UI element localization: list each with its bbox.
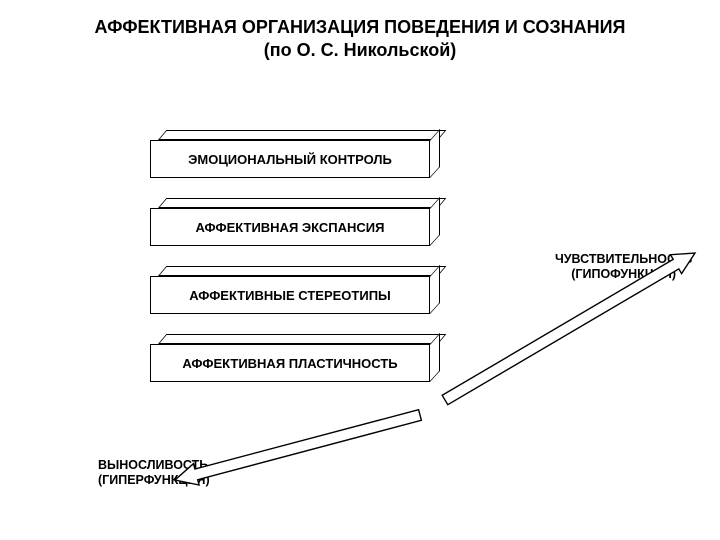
arrow-down-left [0,0,720,540]
